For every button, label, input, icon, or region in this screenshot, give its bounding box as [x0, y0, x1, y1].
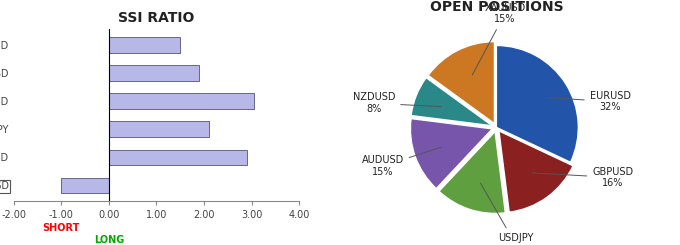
Wedge shape	[411, 119, 492, 189]
Title: OPEN POSITIONS: OPEN POSITIONS	[430, 0, 563, 14]
Text: LONG: LONG	[94, 235, 124, 245]
Bar	[109, 37, 180, 53]
Bar	[109, 93, 254, 109]
Wedge shape	[496, 46, 578, 162]
Title: SSI RATIO: SSI RATIO	[118, 12, 194, 25]
Text: AUDUSD
15%: AUDUSD 15%	[362, 147, 441, 177]
Bar	[109, 122, 209, 137]
Bar	[61, 178, 109, 193]
Text: USDJPY
14%: USDJPY 14%	[481, 183, 533, 245]
Text: NZDUSD
8%: NZDUSD 8%	[353, 92, 441, 114]
Wedge shape	[499, 131, 573, 212]
Text: GBPUSD
16%: GBPUSD 16%	[532, 167, 633, 188]
Wedge shape	[411, 78, 492, 126]
Text: SHORT: SHORT	[43, 223, 80, 233]
Text: EURUSD
32%: EURUSD 32%	[547, 91, 631, 112]
Wedge shape	[439, 132, 505, 213]
Bar	[109, 65, 199, 81]
Bar	[109, 149, 247, 165]
Wedge shape	[428, 42, 494, 123]
Text: XAUUSD
15%: XAUUSD 15%	[472, 3, 526, 75]
